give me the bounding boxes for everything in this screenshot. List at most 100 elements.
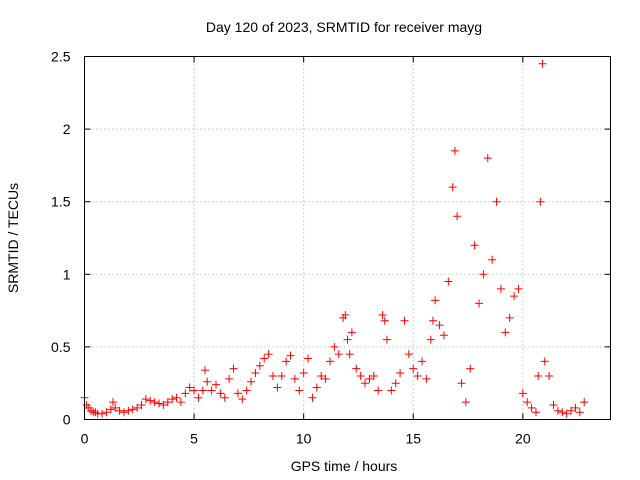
data-point [492,197,501,206]
y-axis-label: SRMTID / TECUs [5,183,21,293]
data-point [212,380,220,389]
data-point [282,357,291,366]
data-point [98,409,107,418]
data-point [264,350,273,359]
data-point [255,361,264,370]
data-point [571,403,580,412]
data-point [146,396,155,405]
data-point [496,284,505,293]
data-point [201,366,210,375]
data-point [483,154,492,163]
data-point [431,296,440,305]
data-point [260,354,269,363]
data-point [352,364,361,373]
data-point [295,386,304,395]
data-point [540,357,549,366]
data-point [341,310,350,319]
data-point [203,377,212,386]
data-point [133,403,142,412]
data-point [501,328,510,337]
data-point [317,371,326,380]
data-point [536,197,545,206]
x-tick-label: 10 [296,431,312,447]
data-point [413,371,422,380]
data-point [238,395,247,404]
grid [84,56,611,420]
data-point [488,255,497,264]
data-point [128,405,137,414]
data-point [299,369,308,378]
data-points [80,59,589,418]
data-point [108,398,117,407]
data-point [470,241,479,250]
data-point [409,364,418,373]
data-point [172,393,181,402]
data-point [155,399,164,408]
data-point [343,335,352,344]
data-point [111,403,120,412]
data-point [102,408,111,417]
data-point [562,409,571,418]
axis-ticks: 0 5 10 15 20 0 0.5 1 1.5 2 2.5 [51,49,611,447]
data-point [356,371,365,380]
data-point [531,408,540,417]
data-point [400,316,409,325]
data-point [247,377,256,386]
data-point [273,383,282,392]
y-tick-label: 1 [63,266,71,282]
data-point [575,408,584,417]
data-point [163,398,172,407]
data-point [453,212,462,221]
data-point [216,389,225,398]
data-point [545,371,554,380]
y-tick-label: 2 [63,121,71,137]
data-point [194,393,203,402]
data-point [510,292,519,301]
data-point [106,405,115,414]
data-point [207,386,216,395]
data-point [558,408,567,417]
data-point [308,393,317,402]
x-axis-label: GPS time / hours [291,458,398,474]
data-point [534,371,543,380]
data-point [505,313,514,322]
data-point [115,406,124,415]
data-point [369,371,378,380]
data-point [523,398,532,407]
data-point [549,400,558,409]
data-point [268,371,277,380]
data-point [137,400,146,409]
data-point [124,406,133,415]
data-point [428,316,437,325]
y-tick-label: 0 [63,412,71,428]
data-point [387,386,396,395]
data-point [185,383,194,392]
data-point [321,374,330,383]
y-tick-label: 2.5 [51,49,71,65]
data-point [374,386,383,395]
data-point [168,395,177,404]
x-tick-label: 20 [515,431,531,447]
data-point [198,386,207,395]
data-point [580,398,589,407]
data-point [378,310,387,319]
data-point [422,374,431,383]
y-tick-label: 1.5 [51,194,71,210]
data-point [404,350,413,359]
data-point [380,316,389,325]
chart-title: Day 120 of 2023, SRMTID for receiver may… [206,19,482,35]
data-point [461,398,470,407]
data-point [361,379,370,388]
data-point [347,328,356,337]
data-point [396,369,405,378]
data-point [150,398,159,407]
data-point [527,403,536,412]
x-tick-label: 0 [81,431,89,447]
data-point [475,299,483,308]
data-point [242,386,251,395]
data-point [325,357,334,366]
data-point [233,389,242,398]
data-point [159,400,168,409]
plot-frame [84,56,611,420]
